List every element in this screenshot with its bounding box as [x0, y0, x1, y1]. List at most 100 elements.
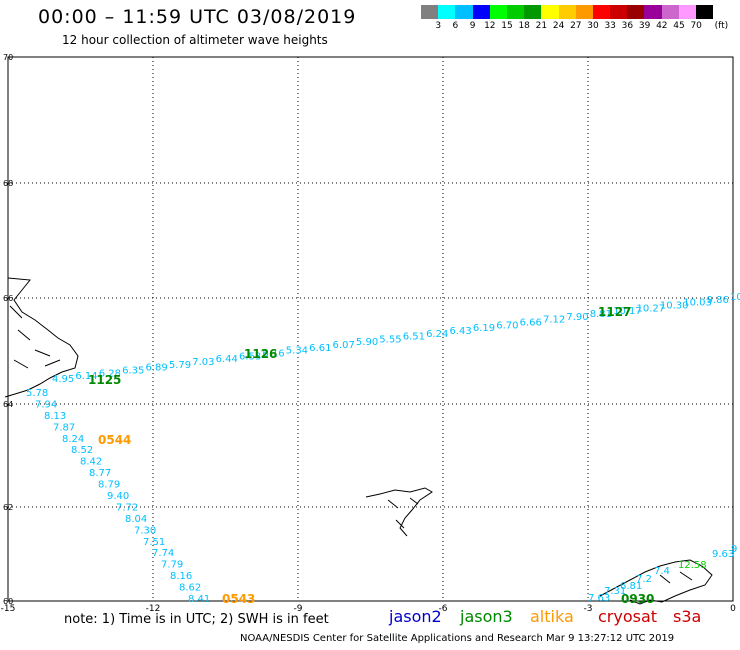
- swh-value-label: 7.74: [152, 548, 174, 559]
- color-swatch-1: [438, 5, 456, 19]
- color-swatch-7: [541, 5, 559, 19]
- swh-value-label: 6.07: [333, 340, 355, 351]
- satellite-jason3: jason3: [460, 607, 513, 626]
- swh-value-label: 8.04: [125, 514, 147, 525]
- color-swatch-4: [489, 5, 507, 19]
- color-swatch-8: [558, 5, 576, 19]
- lon-tick-label: -12: [146, 604, 161, 614]
- swh-value-label: 6.44: [216, 354, 238, 365]
- color-swatch-12: [627, 5, 645, 19]
- lon-tick-label: -3: [584, 604, 593, 614]
- color-scale-tick: 6: [452, 21, 459, 31]
- color-scale-tick: 36: [621, 21, 634, 31]
- pass-time-label: 1125: [88, 373, 121, 387]
- color-swatch-14: [661, 5, 679, 19]
- map-frame: [7, 56, 734, 602]
- swh-value-label: 6.43: [449, 326, 471, 337]
- color-scale-tick: 15: [501, 21, 513, 31]
- swh-value-label: 8.62: [179, 583, 201, 594]
- swh-value-label: 7.79: [161, 560, 183, 571]
- swh-value-label: 6.35: [122, 366, 144, 377]
- lat-tick-label: 62: [3, 503, 13, 512]
- color-scale-tick: 9: [469, 21, 476, 31]
- satellite-altika: altika: [530, 607, 574, 626]
- swh-value-label: 8.79: [98, 480, 120, 491]
- swh-value-label: 9.86: [707, 295, 729, 306]
- swh-value-label: 5.79: [169, 360, 191, 371]
- color-scale-tick: 12: [484, 21, 496, 31]
- color-scale-tick: 33: [604, 21, 616, 31]
- pass-time-label: 1127: [598, 305, 631, 319]
- map-grid: -15 -12 -9 -6 -3 0 60 62 64 66 68 70: [1, 53, 736, 614]
- satellite-s3a: s3a: [673, 607, 702, 626]
- lat-tick-label: 60: [3, 597, 13, 606]
- color-swatch-5: [506, 5, 525, 19]
- swh-value-label: 4.95: [52, 374, 74, 385]
- color-swatch-3: [472, 5, 490, 19]
- swh-value-label: 10: [730, 292, 740, 303]
- faroe-islands-coastline: [365, 487, 433, 537]
- swh-value-label: 10.30: [660, 300, 689, 311]
- lat-tick-label: 70: [3, 53, 13, 62]
- swh-value-label: 7.90: [566, 312, 588, 323]
- swh-value-label: 7.72: [116, 502, 138, 513]
- pass-time-label: 0543: [222, 592, 255, 606]
- swh-value-label: 6.89: [146, 363, 168, 374]
- color-swatch-6: [524, 5, 542, 19]
- satellite-jason2: jason2: [389, 607, 442, 626]
- swh-value-label: 8.13: [44, 411, 66, 422]
- color-scale-tick: 42: [656, 21, 668, 31]
- swh-value-label: 7.94: [35, 399, 57, 410]
- color-scale-tick: 45: [673, 21, 685, 31]
- swh-value-label: 6.16: [262, 349, 284, 360]
- swh-value-label: 6.51: [403, 332, 425, 343]
- swh-value-label: 10.03: [683, 298, 712, 309]
- altimeter-tracks: 4.95 6.14 6.28 6.35 6.89 5.79 7.03 6.44 6.53 6.16…: [26, 292, 740, 606]
- color-swatch-2: [455, 5, 473, 19]
- swh-value-label: 8.77: [89, 468, 111, 479]
- pass-time-label: 0930: [621, 592, 654, 606]
- lon-tick-label: -9: [294, 604, 303, 614]
- lon-tick-label: -15: [1, 604, 16, 614]
- swh-value-label: 8.41: [188, 594, 210, 605]
- color-scale-tick: 18: [518, 21, 530, 31]
- swh-value-label: 6.28: [99, 368, 121, 379]
- swh-value-label: 6.81: [620, 581, 642, 592]
- satellite-cryosat: cryosat: [598, 607, 658, 626]
- coastlines: [4, 277, 713, 605]
- lat-tick-label: 64: [3, 400, 13, 409]
- swh-value-label: 7.2: [636, 574, 652, 585]
- swh-value-label: 6.53: [239, 351, 261, 362]
- swh-value-label: 8.52: [71, 445, 93, 456]
- color-scale-tick: 27: [570, 21, 582, 31]
- pass-time-label: 1126: [244, 347, 277, 361]
- color-swatch-13: [644, 5, 662, 19]
- swh-value-label: 8.81: [590, 309, 612, 320]
- color-swatch-15: [678, 5, 696, 19]
- swh-value-label: 8.42: [80, 457, 102, 468]
- color-scale-tick: 21: [535, 21, 548, 31]
- color-swatch-0: [421, 5, 439, 19]
- color-swatch-10: [592, 5, 611, 19]
- swh-value-label: 6.19: [473, 323, 495, 334]
- page-title: 00:00 – 11:59 UTC 03/08/2019: [38, 6, 357, 28]
- swh-value-label: 7.4: [654, 566, 670, 577]
- color-scale-tick: 24: [552, 21, 565, 31]
- swh-value-label: 5.34: [286, 346, 308, 357]
- swh-value-label: 8.24: [62, 434, 84, 445]
- greenland-coastline: [4, 277, 79, 398]
- pass-time-label: 0544: [98, 433, 131, 447]
- swh-value-label: 7.30: [134, 525, 156, 536]
- color-scale-unit: (ft): [714, 21, 729, 31]
- color-scale-tick: 3: [435, 21, 442, 31]
- swh-value-label: 6.70: [496, 320, 518, 331]
- swh-value-label: 7.87: [53, 422, 75, 433]
- swh-value-label: 7.03: [192, 357, 214, 368]
- footer-credit: NOAA/NESDIS Center for Satellite Applica…: [240, 633, 675, 644]
- swh-value-label: 12.58: [678, 560, 707, 571]
- swh-value-label: 6.61: [309, 343, 331, 354]
- swh-value-label: 6.24: [426, 329, 448, 340]
- swh-value-label: 9.63: [712, 549, 734, 560]
- color-scale-tick: 70: [690, 21, 702, 31]
- lat-tick-label: 68: [3, 179, 13, 188]
